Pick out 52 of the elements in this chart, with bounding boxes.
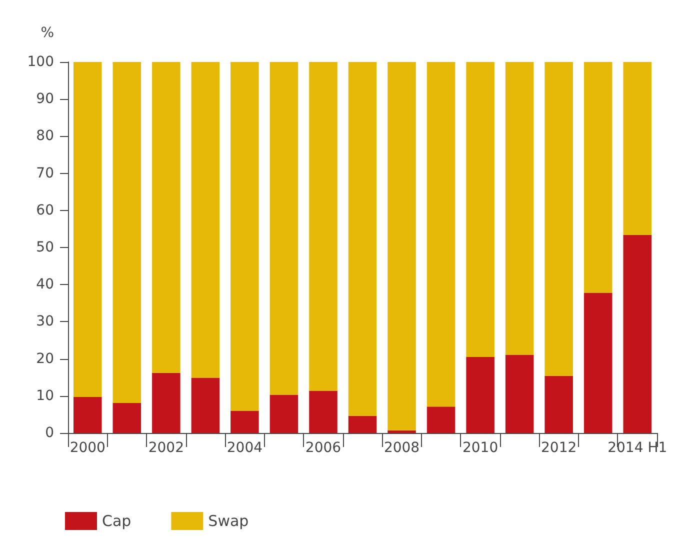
x-tick-label: 2010: [462, 440, 498, 456]
bar: [584, 292, 612, 433]
bar: [270, 394, 298, 433]
bar: [270, 62, 298, 395]
bar: [505, 62, 534, 355]
bar: [426, 62, 456, 407]
bar: [623, 234, 652, 433]
bar: [388, 62, 416, 430]
bar: [191, 378, 220, 433]
x-tick-label: 2004: [226, 440, 263, 456]
y-tick-label: 0: [45, 425, 54, 441]
x-tick-label: 2006: [305, 440, 342, 456]
bar: [309, 390, 338, 433]
x-tick-label: 2014 H1: [608, 440, 668, 456]
y-tick-label: 70: [36, 165, 54, 182]
bar: [309, 62, 338, 391]
y-tick-label: 60: [36, 202, 54, 218]
bar: [466, 62, 494, 357]
x-tick-label: 2012: [541, 440, 577, 456]
x-tick-label: 2002: [148, 440, 184, 456]
bar: [544, 376, 573, 433]
y-tick-label: 50: [36, 240, 54, 256]
y-tick-label: 80: [36, 128, 54, 144]
y-tick-label: 10: [36, 388, 54, 404]
bar: [466, 356, 494, 433]
bar: [348, 62, 377, 416]
y-axis-title: %: [40, 25, 54, 41]
bar: [623, 62, 652, 235]
bar: [112, 62, 142, 403]
bar: [505, 354, 534, 433]
bar: [73, 62, 102, 398]
bar: [152, 62, 180, 373]
bar: [584, 62, 612, 293]
bar: [112, 402, 142, 433]
x-tick-label: 2000: [70, 440, 106, 456]
y-tick-label: 100: [27, 54, 54, 70]
bar: [191, 62, 220, 378]
legend-label: Swap: [208, 512, 249, 530]
bar: [388, 430, 416, 433]
bar: [426, 406, 456, 433]
y-tick-label: 20: [36, 350, 54, 367]
x-tick-label: 2008: [384, 440, 420, 456]
bar: [230, 410, 259, 433]
bar: [348, 416, 377, 433]
bar: [73, 397, 102, 433]
bar: [152, 372, 180, 433]
y-tick-label: 90: [36, 91, 54, 108]
y-tick-label: 40: [36, 276, 54, 293]
legend-label: Cap: [102, 512, 132, 530]
bar: [544, 62, 573, 376]
y-tick-label: 30: [36, 314, 54, 330]
bar: [230, 62, 259, 411]
